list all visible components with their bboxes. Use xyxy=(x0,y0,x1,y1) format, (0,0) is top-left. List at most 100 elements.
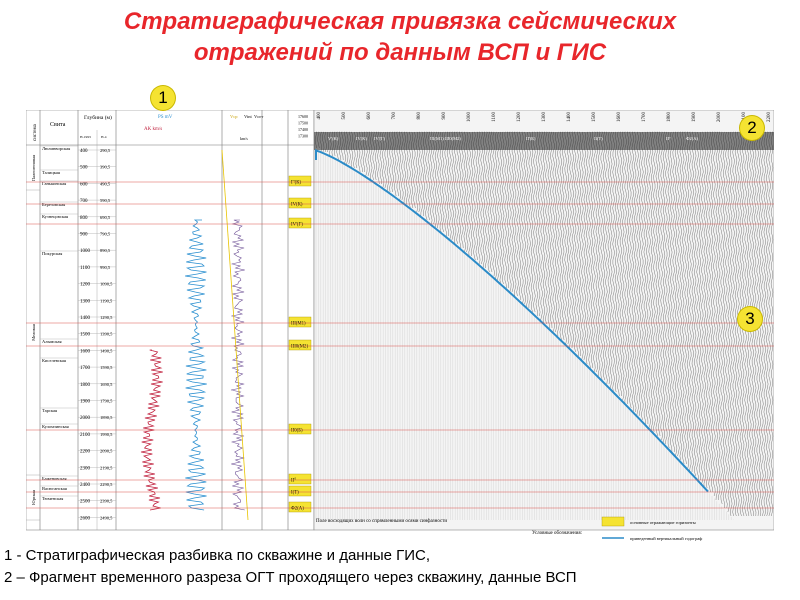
seismic-trace xyxy=(619,131,622,397)
seismic-note: Поле восходящих волн со спрямленными ося… xyxy=(316,519,447,524)
suite-label: Васюганская xyxy=(42,486,67,491)
well-log-panel: система Свита Глубина (м) H-1993 H-4 PS … xyxy=(26,110,315,531)
caption-line-2: 2 – Фрагмент временного разреза ОГТ прох… xyxy=(4,569,577,586)
horizon-badge xyxy=(288,175,312,187)
title-line-1: Стратиграфическая привязка сейсмических xyxy=(123,8,677,35)
log-panel-frame xyxy=(26,110,315,531)
stratigraphy-figure: система Свита Глубина (м) H-1993 H-4 PS … xyxy=(26,110,774,541)
seismic-trace xyxy=(638,131,642,417)
horizon-label: Г'(К) xyxy=(291,181,301,186)
depth-label: 1600 xyxy=(80,349,91,354)
vsr-label: Vср xyxy=(230,114,238,119)
trace-number: 1300 xyxy=(542,112,547,123)
seismic-trace xyxy=(770,131,774,517)
seismic-trace xyxy=(605,131,608,385)
seismic-trace xyxy=(730,131,733,517)
seismic-trace xyxy=(547,131,550,329)
depth-label-2: 1090,5 xyxy=(100,282,113,288)
seismic-trace xyxy=(732,131,735,517)
seismic-trace xyxy=(691,131,694,473)
header-sub1: H-1993 xyxy=(80,135,91,139)
badge-3: 3 xyxy=(738,307,762,331)
top-horizon-label: Ф2(А) xyxy=(686,136,699,141)
seismic-trace xyxy=(646,131,649,424)
seismic-trace xyxy=(679,131,682,461)
seismic-trace xyxy=(684,131,687,465)
trace-number: 1500 xyxy=(592,112,597,123)
seismic-trace xyxy=(766,131,769,517)
suite-label: Тюменская xyxy=(42,496,63,501)
depth-label: 1500 xyxy=(80,333,91,338)
depth-label-2: 990,5 xyxy=(100,265,111,271)
seismic-trace xyxy=(499,131,502,285)
ak-log-curve xyxy=(140,349,163,511)
horizon-badge xyxy=(288,339,312,351)
seismic-trace xyxy=(720,131,723,505)
system-label: Меловая xyxy=(31,324,36,341)
vint-label: Vint xyxy=(244,114,252,119)
seismic-trace xyxy=(686,131,690,469)
seismic-trace xyxy=(689,131,692,473)
depth-label-2: 1890,5 xyxy=(100,415,113,421)
seismic-trace xyxy=(653,131,656,433)
trace-number: 800 xyxy=(417,112,422,120)
seismic-trace xyxy=(648,131,651,429)
seismic-trace xyxy=(550,131,553,329)
seismic-trace xyxy=(643,131,646,425)
depth-label: 600 xyxy=(80,182,88,187)
seismic-trace xyxy=(624,131,627,405)
seismic-trace xyxy=(564,131,567,345)
trace-number: 1200 xyxy=(517,112,522,123)
horizon-label: Ф2(А) xyxy=(291,507,304,512)
seismic-trace xyxy=(533,131,536,313)
suite-label: Алымская xyxy=(42,339,62,344)
depth-label-2: 690,5 xyxy=(100,215,111,221)
depth-label-2: 2190,5 xyxy=(100,465,113,471)
legend-item1: основные отражающие горизонты xyxy=(630,520,696,525)
depth-label-2: 2090,5 xyxy=(100,449,113,455)
depth-label-2: 890,5 xyxy=(100,248,111,254)
depth-label-2: 2390,5 xyxy=(100,499,113,505)
seismic-trace xyxy=(502,131,505,285)
depth-label: 1000 xyxy=(80,249,91,254)
trace-number: 1800 xyxy=(667,112,672,123)
seismic-trace xyxy=(617,131,620,397)
horizon-badge xyxy=(288,316,312,328)
seismic-trace xyxy=(576,131,579,356)
kms-label: km/s xyxy=(240,136,248,141)
trace-number: 400 xyxy=(317,112,322,120)
slide-title: Стратиграфическая привязка сейсмических … xyxy=(0,6,800,68)
trace-number: 1700 xyxy=(642,112,647,123)
seismic-trace xyxy=(612,131,615,393)
top-horizon-label: III(M1) III0(M2) xyxy=(430,136,461,141)
badge-1: 1 xyxy=(151,86,175,110)
seismic-trace xyxy=(542,131,546,325)
seismic-trace xyxy=(660,131,663,441)
ak-label: AK km/s xyxy=(144,127,162,132)
seismic-trace xyxy=(514,131,517,297)
seismic-trace xyxy=(718,131,721,500)
trace-number: 600 xyxy=(367,112,372,120)
seismic-trace xyxy=(715,131,718,501)
seismic-trace xyxy=(610,131,613,389)
seismic-trace xyxy=(545,131,548,325)
caption-line-1: 1 - Стратиграфическая разбивка по скважи… xyxy=(4,547,431,564)
depth-label: 1200 xyxy=(80,283,91,288)
horizon-badge xyxy=(288,473,312,485)
seismic-trace xyxy=(703,131,706,489)
seismic-trace xyxy=(763,131,766,517)
seismic-trace xyxy=(641,131,644,421)
seismic-trace xyxy=(701,131,704,485)
seismic-trace xyxy=(600,131,603,381)
trace-number: 2100 xyxy=(742,112,747,123)
legend-swatch-horizon xyxy=(601,516,625,527)
horizon-label: II0(Б) xyxy=(291,429,303,434)
seismic-trace xyxy=(734,131,738,517)
depth-label: 1800 xyxy=(80,383,91,388)
seismic-trace xyxy=(634,131,637,413)
seismic-trace xyxy=(516,131,519,297)
horizon-label: IV'(Г) xyxy=(291,223,303,228)
top-horizon-label: II(Т) xyxy=(594,136,603,141)
depth-label: 1900 xyxy=(80,400,91,405)
depth-label: 2500 xyxy=(80,500,91,505)
